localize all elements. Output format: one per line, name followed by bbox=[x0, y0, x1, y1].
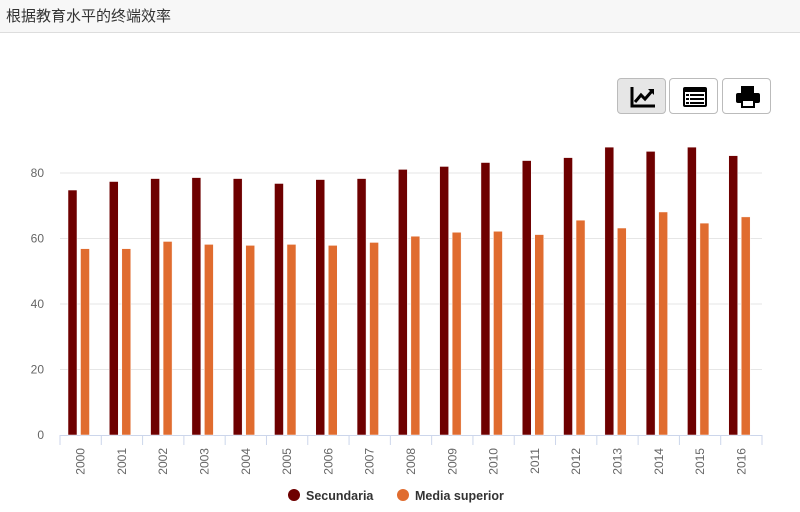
print-icon bbox=[736, 86, 760, 108]
page-title: 根据教育水平的终端效率 bbox=[6, 7, 172, 25]
legend-marker bbox=[397, 489, 409, 501]
x-tick-label: 2006 bbox=[321, 448, 335, 475]
y-tick-label: 0 bbox=[37, 428, 44, 442]
bar-secundaria bbox=[480, 162, 491, 436]
bar-secundaria bbox=[232, 178, 243, 436]
x-tick-label: 2015 bbox=[693, 448, 707, 475]
bar-secundaria bbox=[109, 181, 119, 436]
legend-marker bbox=[288, 489, 300, 501]
header-bar: 根据教育水平的终端效率 bbox=[0, 0, 800, 33]
bar-secundaria bbox=[356, 178, 367, 436]
print-button[interactable] bbox=[722, 78, 771, 114]
bar-secundaria bbox=[67, 189, 78, 436]
legend-item: Media superior bbox=[415, 489, 504, 503]
bar-secundaria bbox=[687, 146, 697, 436]
y-tick-label: 40 bbox=[31, 297, 45, 311]
x-tick-label: 2011 bbox=[528, 448, 542, 474]
x-tick-label: 2014 bbox=[652, 448, 666, 475]
x-tick-label: 2005 bbox=[280, 448, 294, 475]
x-tick-label: 2000 bbox=[74, 448, 88, 475]
x-tick-label: 2008 bbox=[404, 448, 418, 475]
y-tick-label: 80 bbox=[31, 166, 45, 180]
bar-secundaria bbox=[191, 177, 202, 436]
bar-media-superior bbox=[286, 244, 297, 436]
x-tick-label: 2003 bbox=[198, 448, 212, 475]
bar-media-superior bbox=[699, 222, 710, 436]
bar-media-superior bbox=[575, 219, 586, 436]
bar-media-superior bbox=[80, 248, 90, 436]
legend-item: Secundaria bbox=[306, 489, 374, 503]
bar-media-superior bbox=[493, 231, 503, 436]
bar-media-superior bbox=[369, 242, 379, 436]
bar-secundaria bbox=[645, 151, 656, 436]
bar-media-superior bbox=[245, 245, 255, 436]
chart-view-button[interactable] bbox=[617, 78, 666, 114]
table-view-button[interactable] bbox=[669, 78, 718, 114]
x-tick-label: 2010 bbox=[487, 448, 501, 475]
bar-secundaria bbox=[439, 166, 449, 436]
bar-secundaria bbox=[315, 179, 326, 436]
bar-secundaria bbox=[563, 157, 573, 436]
bar-media-superior bbox=[617, 227, 627, 436]
bar-media-superior bbox=[740, 216, 751, 436]
bar-media-superior bbox=[162, 241, 173, 436]
line-chart-icon bbox=[630, 87, 655, 108]
x-tick-label: 2009 bbox=[445, 448, 459, 475]
bar-secundaria bbox=[728, 155, 738, 436]
x-tick-label: 2012 bbox=[569, 448, 583, 475]
bar-media-superior bbox=[451, 232, 462, 436]
x-tick-label: 2002 bbox=[156, 448, 170, 475]
x-tick-label: 2016 bbox=[734, 448, 748, 475]
y-tick-label: 20 bbox=[31, 363, 45, 377]
bar-media-superior bbox=[204, 244, 214, 436]
x-tick-label: 2001 bbox=[115, 448, 129, 475]
bar-secundaria bbox=[604, 146, 615, 436]
bar-secundaria bbox=[274, 183, 284, 436]
bar-media-superior bbox=[534, 234, 544, 436]
bar-secundaria bbox=[150, 178, 160, 436]
y-tick-label: 60 bbox=[31, 232, 45, 246]
x-tick-label: 2004 bbox=[239, 448, 253, 475]
bar-media-superior bbox=[658, 211, 668, 436]
table-list-icon bbox=[683, 87, 707, 107]
bar-media-superior bbox=[121, 248, 132, 436]
x-tick-label: 2007 bbox=[363, 448, 377, 475]
bar-secundaria bbox=[398, 169, 408, 436]
bar-media-superior bbox=[410, 235, 421, 436]
bar-secundaria bbox=[521, 160, 532, 436]
bar-media-superior bbox=[328, 245, 338, 436]
x-tick-label: 2013 bbox=[610, 448, 624, 475]
